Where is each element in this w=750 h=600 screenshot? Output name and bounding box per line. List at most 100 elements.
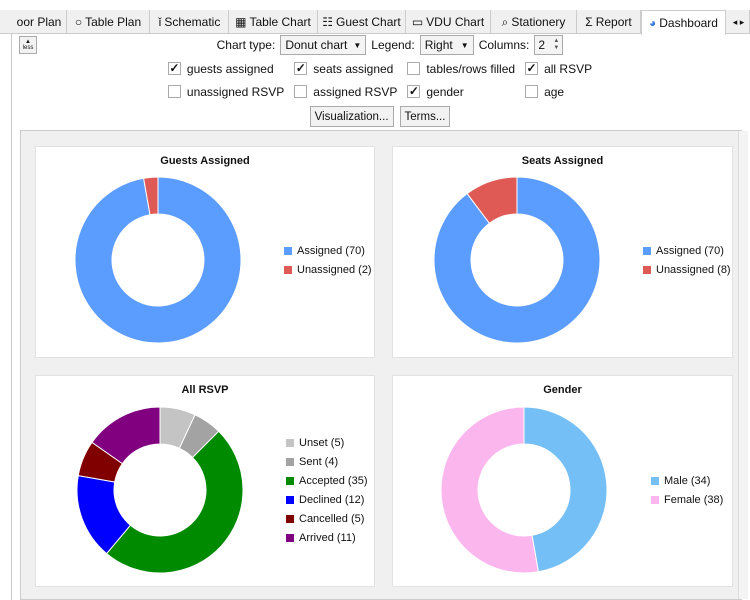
checkbox-gender[interactable]: ✓ gender (407, 84, 515, 99)
legend-item[interactable]: Unassigned (8) (643, 260, 731, 279)
checkbox-box[interactable]: ✓ (525, 61, 539, 75)
legend-item[interactable]: Male (34) (651, 471, 723, 490)
checkbox-label: unassigned RSVP (186, 84, 285, 99)
grid-icon: ▦ (235, 15, 247, 29)
donut-slice-unassigned[interactable] (143, 176, 159, 216)
dashboard-panel: Guests Assigned Assigned (70) Unassigned (… (20, 130, 742, 600)
circle-icon: ○ (74, 15, 83, 29)
donut-chart (433, 176, 601, 344)
legend-item[interactable]: Assigned (70) (284, 241, 372, 260)
legend-label: Assigned (70) (656, 244, 724, 257)
legend-swatch (643, 246, 651, 255)
donut-slice-unassigned[interactable] (466, 176, 518, 224)
donut-chart (76, 406, 244, 574)
legend-label: Unset (5) (299, 436, 345, 449)
legend-label: Sent (4) (299, 455, 339, 468)
chart-card-all-rsvp: All RSVP Unset (5) Sent (4) Accepted (35) De… (35, 375, 375, 587)
chart-title: All RSVP (181, 384, 229, 396)
checkbox-box[interactable] (167, 85, 181, 98)
checkbox-guests-assigned[interactable]: ✓ guests assigned (167, 61, 284, 76)
legend-label: Declined (12) (299, 493, 365, 506)
chart-type-label: Chart type: (216, 38, 276, 52)
chart-type-select[interactable]: Donut chart ▼ (280, 35, 367, 55)
checkbox-label: assigned RSVP (313, 84, 398, 99)
tab-schematic[interactable]: ǐ Schematic (151, 10, 229, 34)
legend-label: Accepted (35) (299, 474, 368, 487)
pie-icon: ◕ (649, 16, 657, 30)
caret-up-icon: ▲ (25, 39, 31, 45)
legend-item[interactable]: Accepted (35) (286, 471, 367, 490)
donut-slice-female[interactable] (440, 406, 539, 574)
legend-item[interactable]: Sent (4) (286, 452, 367, 471)
legend-item[interactable]: Declined (12) (286, 490, 367, 509)
donut-slice-assigned[interactable] (433, 176, 601, 344)
tab-label: VDU Chart (426, 15, 485, 29)
checkbox-label: tables/rows filled (426, 61, 516, 76)
columns-stepper[interactable]: 2 ▲ ▼ (534, 35, 564, 55)
chart-title: Gender (543, 384, 582, 396)
checkbox-label: guests assigned (186, 61, 274, 76)
tab-report[interactable]: Σ Report (577, 10, 641, 34)
checkbox-box[interactable] (294, 85, 308, 98)
checkbox-assigned-rsvp[interactable]: assigned RSVP (294, 84, 397, 99)
columns-value: 2 (538, 38, 546, 52)
chart-card-guests-assigned: Guests Assigned Assigned (70) Unassigned (… (35, 146, 375, 358)
donut-slice-accepted[interactable] (105, 430, 244, 574)
tab-label: Dashboard (659, 16, 718, 30)
chart-legend: Male (34) Female (38) (651, 471, 723, 509)
legend-item[interactable]: Unassigned (2) (284, 260, 372, 279)
checkbox-unassigned-rsvp[interactable]: unassigned RSVP (167, 84, 285, 99)
chart-legend: Assigned (70) Unassigned (8) (643, 241, 731, 279)
legend-label: Assigned (70) (297, 244, 365, 257)
chart-legend: Assigned (70) Unassigned (2) (284, 241, 372, 279)
tab-label: Report (595, 15, 632, 29)
tab-oor-plan[interactable]: oor Plan (12, 10, 67, 34)
checkbox-seats-assigned[interactable]: ✓ seats assigned (294, 61, 397, 76)
tab-label: Guest Chart (336, 15, 401, 29)
checkbox-age[interactable]: age (525, 84, 592, 99)
donut-slice-assigned[interactable] (74, 176, 242, 344)
terms-button[interactable]: Terms... (399, 106, 451, 127)
spinner-arrows-icon[interactable]: ▲ ▼ (553, 38, 560, 51)
legend-swatch (284, 246, 292, 255)
tab-table-chart[interactable]: ▦ Table Chart (229, 10, 318, 34)
dropdown-arrow-icon: ▼ (353, 40, 362, 50)
chart-legend: Unset (5) Sent (4) Accepted (35) Declined (… (286, 433, 367, 547)
checkbox-label: seats assigned (313, 61, 394, 76)
donut-slice-male[interactable] (523, 406, 608, 573)
checkbox-box[interactable]: ✓ (407, 84, 421, 98)
tab-vdu-chart[interactable]: ▭ VDU Chart (406, 10, 491, 34)
tab-scroll-arrows[interactable]: ◂ ▸ (728, 10, 750, 34)
checkbox-box[interactable] (407, 62, 421, 75)
legend-item[interactable]: Female (38) (651, 490, 723, 509)
checkbox-box[interactable] (525, 85, 539, 98)
list-grid-icon: ☷ (322, 15, 334, 29)
checkbox-box[interactable]: ✓ (167, 61, 181, 75)
left-pane-edge (0, 34, 12, 600)
sigma-icon: Σ (585, 15, 593, 29)
tab-label: Table Plan (85, 15, 142, 29)
schematic-icon: ǐ (158, 15, 162, 29)
legend-value: Right (424, 38, 453, 52)
legend-label: Legend: (371, 38, 415, 52)
donut-slice-arrived[interactable] (91, 406, 161, 465)
tab-guest-chart[interactable]: ☷ Guest Chart (318, 10, 406, 34)
legend-swatch (651, 495, 659, 504)
checkbox-label: all RSVP (544, 61, 593, 76)
legend-item[interactable]: Arrived (11) (286, 528, 367, 547)
legend-swatch (286, 438, 294, 447)
checkbox-all-rsvp[interactable]: ✓ all RSVP (525, 61, 592, 76)
less-button[interactable]: ▲ less (19, 36, 37, 54)
scrollbar[interactable] (738, 131, 748, 599)
legend-select[interactable]: Right ▼ (419, 35, 474, 55)
legend-item[interactable]: Assigned (70) (643, 241, 731, 260)
visualization-button[interactable]: Visualization... (309, 106, 394, 127)
legend-item[interactable]: Unset (5) (286, 433, 367, 452)
tab-table-plan[interactable]: ○ Table Plan (67, 10, 150, 34)
checkbox-tables-rows-filled[interactable]: tables/rows filled (407, 61, 515, 76)
checkbox-box[interactable]: ✓ (294, 61, 308, 75)
legend-item[interactable]: Cancelled (5) (286, 509, 367, 528)
donut-chart (74, 176, 242, 344)
tab-stationery[interactable]: ⌕ Stationery (491, 10, 577, 34)
tab-dashboard[interactable]: ◕ Dashboard (641, 10, 726, 35)
